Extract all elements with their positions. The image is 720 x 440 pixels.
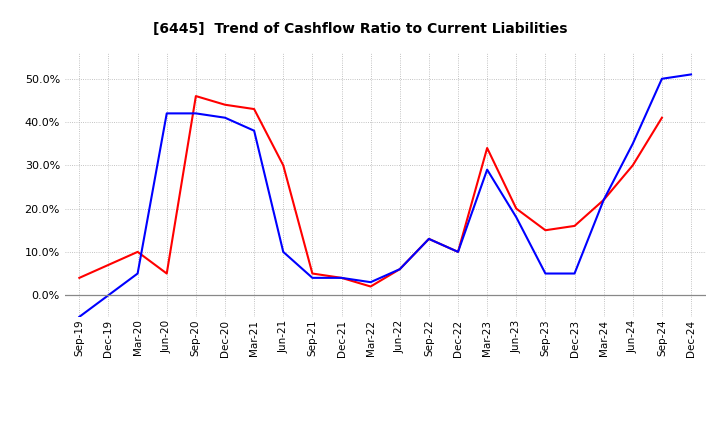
Free CF to Current Liabilities xyxy=(454,249,462,254)
Line: Free CF to Current Liabilities: Free CF to Current Liabilities xyxy=(79,74,691,317)
Operating CF to Current Liabilities xyxy=(192,93,200,99)
Operating CF to Current Liabilities xyxy=(308,271,317,276)
Line: Operating CF to Current Liabilities: Operating CF to Current Liabilities xyxy=(79,96,662,286)
Operating CF to Current Liabilities xyxy=(512,206,521,211)
Free CF to Current Liabilities xyxy=(75,314,84,319)
Operating CF to Current Liabilities xyxy=(425,236,433,242)
Operating CF to Current Liabilities xyxy=(483,145,492,150)
Free CF to Current Liabilities xyxy=(192,111,200,116)
Free CF to Current Liabilities xyxy=(687,72,696,77)
Free CF to Current Liabilities xyxy=(629,141,637,147)
Free CF to Current Liabilities xyxy=(104,293,113,298)
Operating CF to Current Liabilities xyxy=(541,227,550,233)
Free CF to Current Liabilities xyxy=(657,76,666,81)
Free CF to Current Liabilities xyxy=(599,197,608,202)
Free CF to Current Liabilities xyxy=(337,275,346,280)
Operating CF to Current Liabilities xyxy=(454,249,462,254)
Free CF to Current Liabilities xyxy=(483,167,492,172)
Free CF to Current Liabilities xyxy=(395,267,404,272)
Free CF to Current Liabilities xyxy=(308,275,317,280)
Operating CF to Current Liabilities xyxy=(250,106,258,112)
Free CF to Current Liabilities xyxy=(279,249,287,254)
Operating CF to Current Liabilities xyxy=(599,197,608,202)
Free CF to Current Liabilities xyxy=(250,128,258,133)
Operating CF to Current Liabilities xyxy=(395,267,404,272)
Operating CF to Current Liabilities xyxy=(366,284,375,289)
Free CF to Current Liabilities xyxy=(570,271,579,276)
Free CF to Current Liabilities xyxy=(425,236,433,242)
Free CF to Current Liabilities xyxy=(220,115,229,121)
Operating CF to Current Liabilities xyxy=(104,262,113,268)
Free CF to Current Liabilities xyxy=(133,271,142,276)
Operating CF to Current Liabilities xyxy=(163,271,171,276)
Operating CF to Current Liabilities xyxy=(629,163,637,168)
Free CF to Current Liabilities xyxy=(512,215,521,220)
Free CF to Current Liabilities xyxy=(366,279,375,285)
Text: [6445]  Trend of Cashflow Ratio to Current Liabilities: [6445] Trend of Cashflow Ratio to Curren… xyxy=(153,22,567,36)
Free CF to Current Liabilities xyxy=(541,271,550,276)
Operating CF to Current Liabilities xyxy=(337,275,346,280)
Operating CF to Current Liabilities xyxy=(279,163,287,168)
Operating CF to Current Liabilities xyxy=(133,249,142,254)
Free CF to Current Liabilities xyxy=(163,111,171,116)
Operating CF to Current Liabilities xyxy=(570,223,579,228)
Operating CF to Current Liabilities xyxy=(220,102,229,107)
Operating CF to Current Liabilities xyxy=(75,275,84,280)
Operating CF to Current Liabilities xyxy=(657,115,666,121)
